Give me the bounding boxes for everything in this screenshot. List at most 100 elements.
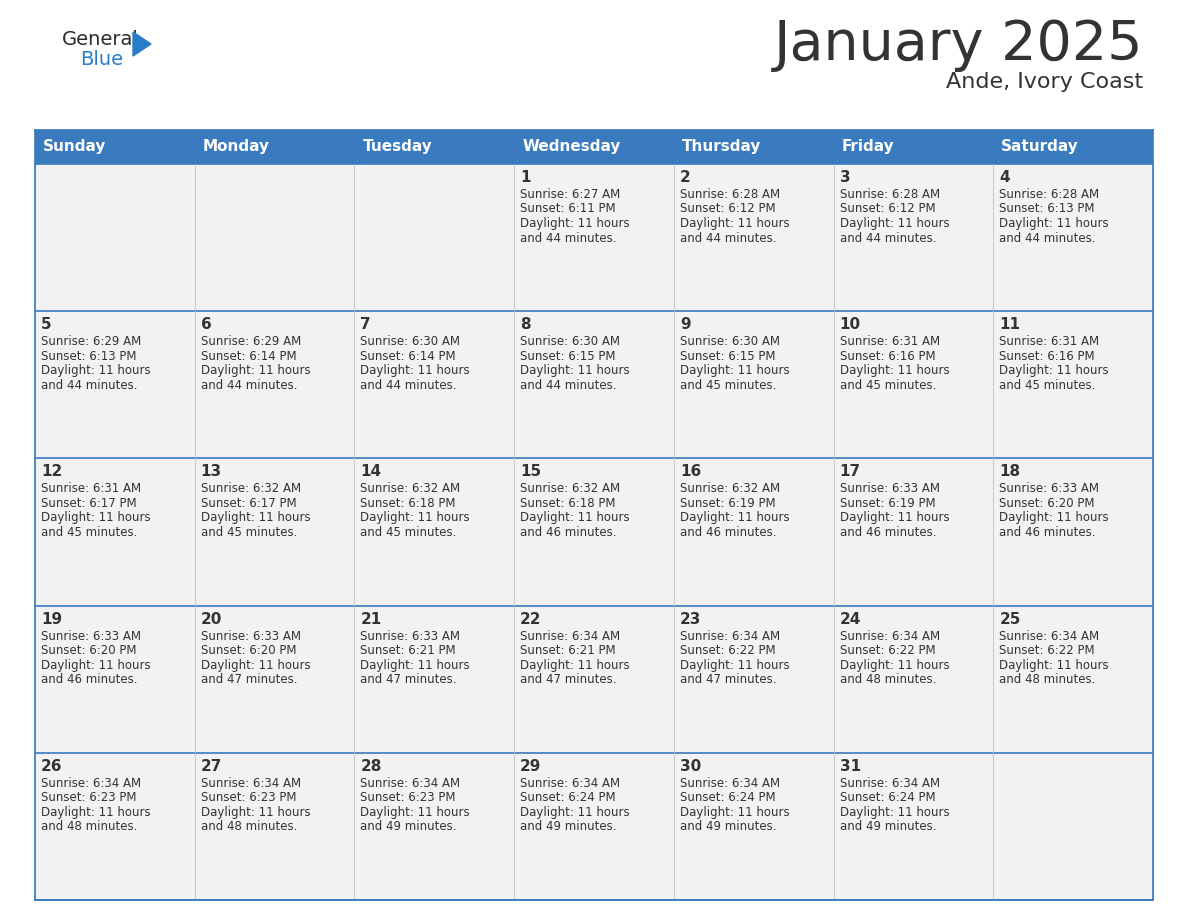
Bar [195, 458, 354, 606]
Text: Sunrise: 6:28 AM: Sunrise: 6:28 AM [840, 188, 940, 201]
Bar [674, 458, 834, 606]
Text: January 2025: January 2025 [773, 18, 1143, 72]
Text: 1: 1 [520, 170, 531, 185]
Text: 8: 8 [520, 318, 531, 332]
Text: 22: 22 [520, 611, 542, 627]
Text: 24: 24 [840, 611, 861, 627]
Text: 2: 2 [680, 170, 690, 185]
Text: Sunday: Sunday [43, 140, 107, 154]
Text: Daylight: 11 hours: Daylight: 11 hours [201, 806, 310, 819]
Text: Sunrise: 6:31 AM: Sunrise: 6:31 AM [42, 482, 141, 496]
Bar [195, 753, 354, 900]
Text: Sunset: 6:24 PM: Sunset: 6:24 PM [680, 791, 776, 804]
Text: 29: 29 [520, 759, 542, 774]
Text: Blue: Blue [80, 50, 124, 69]
Text: and 45 minutes.: and 45 minutes. [840, 379, 936, 392]
Bar [674, 130, 834, 164]
Text: Sunset: 6:17 PM: Sunset: 6:17 PM [201, 497, 296, 509]
Text: Daylight: 11 hours: Daylight: 11 hours [680, 511, 790, 524]
Text: and 45 minutes.: and 45 minutes. [999, 379, 1095, 392]
Bar [993, 753, 1154, 900]
Text: 3: 3 [840, 170, 851, 185]
Bar [834, 606, 993, 753]
Text: Sunset: 6:20 PM: Sunset: 6:20 PM [42, 644, 137, 657]
Text: Daylight: 11 hours: Daylight: 11 hours [42, 658, 151, 672]
Text: Monday: Monday [203, 140, 270, 154]
Text: Sunset: 6:15 PM: Sunset: 6:15 PM [680, 350, 776, 363]
Text: Daylight: 11 hours: Daylight: 11 hours [42, 806, 151, 819]
Bar [34, 458, 195, 606]
Bar [514, 164, 674, 311]
Text: Sunset: 6:14 PM: Sunset: 6:14 PM [360, 350, 456, 363]
Text: Sunset: 6:23 PM: Sunset: 6:23 PM [201, 791, 296, 804]
Bar [34, 606, 195, 753]
Text: Ande, Ivory Coast: Ande, Ivory Coast [946, 72, 1143, 92]
Text: 30: 30 [680, 759, 701, 774]
Text: Sunrise: 6:31 AM: Sunrise: 6:31 AM [999, 335, 1099, 348]
Text: Daylight: 11 hours: Daylight: 11 hours [680, 658, 790, 672]
Text: Sunrise: 6:32 AM: Sunrise: 6:32 AM [360, 482, 461, 496]
Text: 7: 7 [360, 318, 371, 332]
Text: Daylight: 11 hours: Daylight: 11 hours [840, 364, 949, 377]
Text: Sunset: 6:15 PM: Sunset: 6:15 PM [520, 350, 615, 363]
Text: Daylight: 11 hours: Daylight: 11 hours [520, 364, 630, 377]
Bar [34, 130, 195, 164]
Text: and 47 minutes.: and 47 minutes. [680, 673, 776, 686]
Text: Daylight: 11 hours: Daylight: 11 hours [999, 364, 1108, 377]
Text: Sunrise: 6:34 AM: Sunrise: 6:34 AM [680, 777, 781, 789]
Text: Sunset: 6:22 PM: Sunset: 6:22 PM [840, 644, 935, 657]
Text: 5: 5 [42, 318, 51, 332]
Text: and 46 minutes.: and 46 minutes. [520, 526, 617, 539]
Text: and 44 minutes.: and 44 minutes. [999, 231, 1095, 244]
Text: Sunset: 6:14 PM: Sunset: 6:14 PM [201, 350, 296, 363]
Text: Sunrise: 6:34 AM: Sunrise: 6:34 AM [201, 777, 301, 789]
Text: Saturday: Saturday [1001, 140, 1079, 154]
Text: and 45 minutes.: and 45 minutes. [360, 526, 457, 539]
Bar [834, 311, 993, 458]
Bar [993, 458, 1154, 606]
Text: 27: 27 [201, 759, 222, 774]
Text: Daylight: 11 hours: Daylight: 11 hours [520, 806, 630, 819]
Bar [195, 164, 354, 311]
Text: Sunrise: 6:32 AM: Sunrise: 6:32 AM [520, 482, 620, 496]
Text: 23: 23 [680, 611, 701, 627]
Bar [514, 311, 674, 458]
Text: 21: 21 [360, 611, 381, 627]
Text: 9: 9 [680, 318, 690, 332]
Bar [674, 753, 834, 900]
Text: 26: 26 [42, 759, 63, 774]
Text: Daylight: 11 hours: Daylight: 11 hours [680, 217, 790, 230]
Bar [674, 164, 834, 311]
Text: Sunset: 6:20 PM: Sunset: 6:20 PM [999, 497, 1095, 509]
Text: Sunset: 6:24 PM: Sunset: 6:24 PM [520, 791, 615, 804]
Bar [674, 606, 834, 753]
Text: 20: 20 [201, 611, 222, 627]
Text: and 45 minutes.: and 45 minutes. [201, 526, 297, 539]
Text: and 44 minutes.: and 44 minutes. [680, 231, 776, 244]
Text: Daylight: 11 hours: Daylight: 11 hours [999, 217, 1108, 230]
Text: and 46 minutes.: and 46 minutes. [42, 673, 138, 686]
Text: Sunset: 6:16 PM: Sunset: 6:16 PM [999, 350, 1095, 363]
Text: and 45 minutes.: and 45 minutes. [680, 379, 776, 392]
Text: Sunrise: 6:34 AM: Sunrise: 6:34 AM [42, 777, 141, 789]
Text: and 46 minutes.: and 46 minutes. [680, 526, 776, 539]
Text: Sunset: 6:18 PM: Sunset: 6:18 PM [520, 497, 615, 509]
Text: General: General [62, 30, 139, 49]
Bar [993, 606, 1154, 753]
Text: Sunrise: 6:33 AM: Sunrise: 6:33 AM [42, 630, 141, 643]
Text: and 44 minutes.: and 44 minutes. [520, 231, 617, 244]
Text: Thursday: Thursday [682, 140, 762, 154]
Bar [993, 311, 1154, 458]
Bar [514, 130, 674, 164]
Bar [834, 458, 993, 606]
Polygon shape [133, 32, 151, 56]
Text: Daylight: 11 hours: Daylight: 11 hours [42, 364, 151, 377]
Text: Sunset: 6:12 PM: Sunset: 6:12 PM [840, 203, 935, 216]
Text: and 44 minutes.: and 44 minutes. [201, 379, 297, 392]
Text: Sunset: 6:16 PM: Sunset: 6:16 PM [840, 350, 935, 363]
Text: and 49 minutes.: and 49 minutes. [680, 821, 776, 834]
Text: Sunset: 6:11 PM: Sunset: 6:11 PM [520, 203, 615, 216]
Text: Daylight: 11 hours: Daylight: 11 hours [840, 806, 949, 819]
Text: Daylight: 11 hours: Daylight: 11 hours [840, 217, 949, 230]
Text: Daylight: 11 hours: Daylight: 11 hours [680, 806, 790, 819]
